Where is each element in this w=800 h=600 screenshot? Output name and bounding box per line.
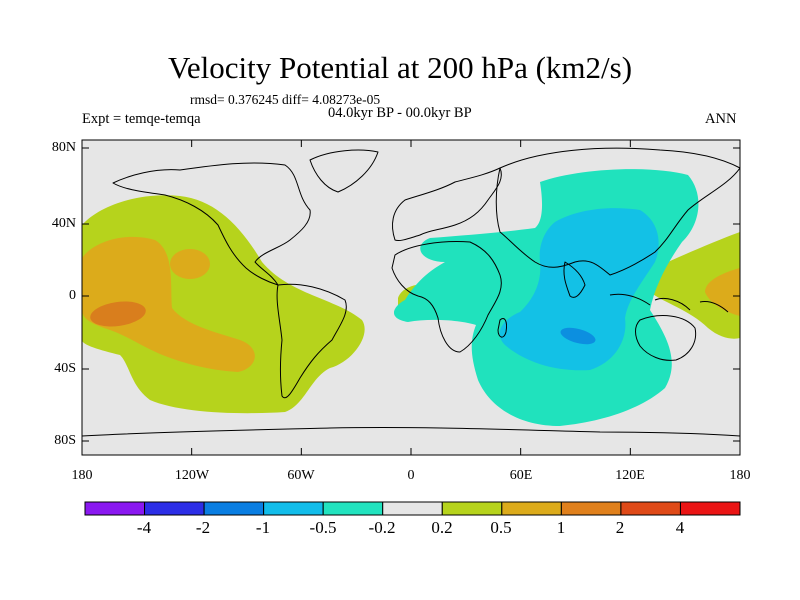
- coastline-maritime: [609, 293, 729, 313]
- period-label: 04.0kyr BP - 00.0kyr BP: [328, 105, 472, 121]
- experiment-label: Expt = temqe-temqa: [82, 111, 201, 127]
- x-tick-label: 60E: [509, 468, 533, 483]
- colorbar-label: 0.2: [431, 518, 453, 537]
- stats-text: rmsd= 0.376245 diff= 4.08273e-05: [190, 92, 381, 107]
- coastline-australia: [635, 315, 697, 361]
- colorbar-swatch: [84, 501, 146, 516]
- colorbar-swatch: [501, 501, 562, 516]
- colorbar-label: 4: [675, 518, 685, 537]
- x-tick-label: 180: [71, 468, 93, 483]
- colorbar-label: 2: [615, 518, 625, 537]
- coastline-greenland: [309, 149, 379, 193]
- contour-positive-05-westpac: [705, 268, 740, 316]
- coastline-europe: [392, 167, 502, 241]
- contour-fields: [82, 169, 740, 426]
- y-tick-label: 80S: [54, 433, 76, 448]
- coastline-south-america: [276, 283, 347, 399]
- coastline-india: [563, 261, 586, 298]
- contour-negative-1-indian: [560, 327, 596, 345]
- y-tick-label: 0: [69, 288, 76, 303]
- contour-positive-02-westpac: [646, 232, 740, 339]
- coastlines: [82, 147, 740, 437]
- colorbar-swatch: [203, 501, 265, 516]
- x-tick-label: 60W: [287, 468, 315, 483]
- colorbar-label: -1: [255, 518, 271, 537]
- colorbar-label: -4: [136, 518, 152, 537]
- colorbar-swatch: [560, 501, 622, 516]
- coastline-north-america: [112, 162, 311, 286]
- contour-positive-05-pacific-north: [170, 249, 210, 279]
- x-tick-label: 120W: [174, 468, 210, 483]
- colorbar-swatch: [322, 501, 384, 516]
- contour-positive-05-pacific: [82, 236, 255, 372]
- y-tick-marks: [82, 147, 740, 442]
- y-tick-label: 40S: [54, 361, 76, 376]
- map-title: Velocity Potential at 200 hPa (km2/s): [167, 50, 633, 85]
- colorbar-label: 1: [556, 518, 566, 537]
- colorbar-label: -0.5: [309, 518, 337, 537]
- colorbar-swatch: [263, 501, 324, 516]
- coastline-antarctica: [82, 426, 740, 437]
- x-tick-marks: [81, 140, 741, 455]
- y-tick-label: 40N: [51, 216, 76, 231]
- contour-positive-1-pacific: [90, 301, 146, 327]
- colorbar-swatch: [144, 501, 205, 516]
- x-tick-label: 0: [407, 468, 415, 483]
- colorbar-label: 0.5: [490, 518, 512, 537]
- coastline-asia: [495, 147, 740, 276]
- coastline-africa: [391, 241, 502, 353]
- coastline-madagascar: [497, 318, 507, 338]
- season-label: ANN: [705, 111, 737, 127]
- colorbar-swatch: [441, 501, 503, 516]
- colorbar-label: -0.2: [368, 518, 396, 537]
- contour-negative-05-indian: [499, 208, 659, 371]
- x-tick-label: 120E: [615, 468, 645, 483]
- colorbar-swatch: [382, 501, 443, 516]
- y-tick-label: 80N: [51, 140, 76, 155]
- colorbar-label: -2: [195, 518, 211, 537]
- x-tick-label: 180: [729, 468, 751, 483]
- colorbar-swatch: [620, 501, 681, 516]
- colorbar-swatch: [679, 501, 741, 516]
